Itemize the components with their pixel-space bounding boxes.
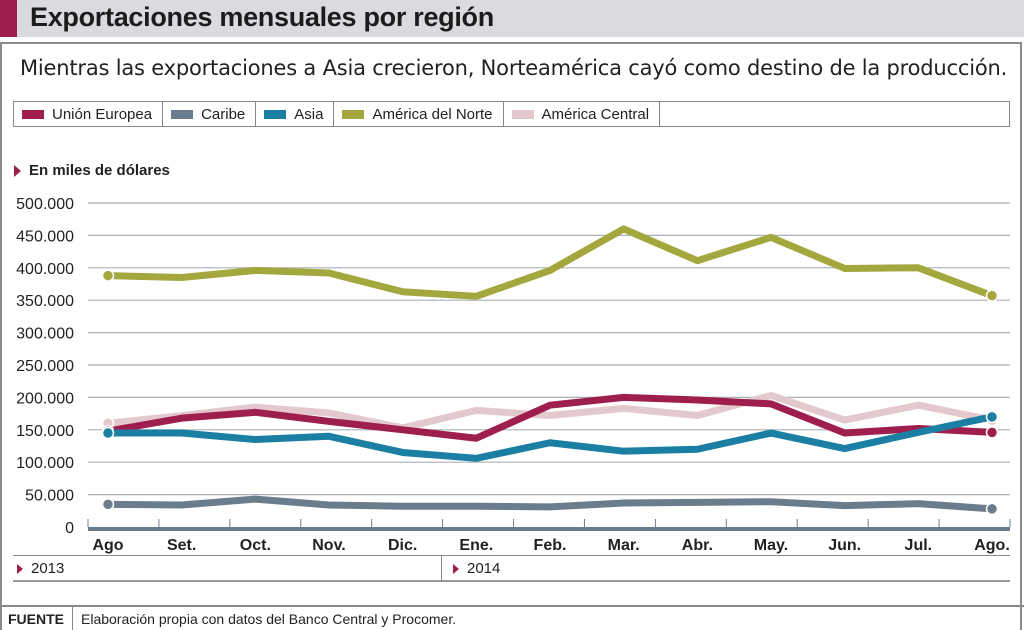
legend-item-america-norte: América del Norte: [334, 102, 504, 126]
source-text: Elaboración propia con datos del Banco C…: [81, 610, 457, 627]
y-tick-label: 400.000: [16, 261, 74, 278]
legend-label: Unión Europea: [52, 105, 153, 123]
legend-label: Caribe: [201, 105, 246, 123]
legend-item-america-central: América Central: [504, 102, 661, 126]
y-tick-label: 350.000: [16, 293, 74, 310]
endpoint-marker-america-del-norte: [101, 269, 115, 282]
x-tick-label: Jul.: [905, 537, 933, 554]
year-separator: [441, 556, 442, 581]
legend-swatch: [22, 109, 44, 119]
legend-label: América Central: [541, 105, 650, 123]
legend-swatch: [171, 109, 194, 119]
year-2013: 2013: [17, 560, 64, 577]
series-line-union-europea: [107, 393, 993, 442]
source-label: FUENTE: [0, 607, 73, 630]
series-line-asia: [108, 413, 993, 462]
year-label: 2013: [31, 560, 65, 577]
endpoint-marker-caribe: [101, 498, 115, 511]
unit-text: En miles de dólares: [29, 162, 170, 179]
triangle-bullet-icon: [17, 563, 23, 574]
source-footer: FUENTE Elaboración propia con datos del …: [0, 605, 1024, 630]
x-tick-label: Abr.: [682, 537, 713, 554]
y-tick-label: 100.000: [16, 455, 74, 472]
x-tick-label: Jun.: [828, 537, 861, 554]
series-line-america-central: [107, 391, 993, 432]
endpoint-marker-asia: [101, 426, 115, 440]
series-line-america-del-norte: [107, 225, 994, 300]
x-tick-label: Mar.: [608, 537, 640, 554]
legend-swatch: [264, 109, 287, 119]
series-lines: [101, 225, 999, 516]
unit-label: En miles de dólares: [14, 162, 170, 179]
y-tick-label: 250.000: [16, 358, 74, 375]
chart-frame: [0, 42, 1022, 630]
header-bar: Exportaciones mensuales por región: [0, 0, 1024, 37]
x-tick-label: Oct.: [240, 537, 271, 554]
y-tick-label: 450.000: [16, 228, 74, 245]
x-tick-label: Nov.: [312, 537, 345, 554]
triangle-bullet-icon: [453, 563, 459, 574]
chart-subtitle: Mientras las exportaciones a Asia crecie…: [20, 56, 1008, 80]
y-tick-label: 50.000: [25, 488, 74, 505]
year-label: 2014: [467, 560, 501, 577]
legend-item-union-europea: Unión Europea: [14, 102, 164, 126]
legend-label: América del Norte: [372, 105, 493, 123]
y-tick-label: 500.000: [16, 196, 74, 213]
x-axis: Ago Set. Oct. Nov. Dic. Ene. Feb. Mar. Abr. May. J…: [87, 519, 1011, 554]
x-tick-label: Ago: [92, 537, 123, 554]
year-2014: 2014: [453, 560, 500, 577]
x-tick-label: Ene.: [459, 537, 493, 554]
line-chart: 0 50.000 100.000 150.000 200.000 250.000 300.0…: [16, 196, 1011, 554]
header-accent: [0, 0, 17, 37]
x-tick-label: May.: [754, 537, 788, 554]
y-tick-label: 150.000: [16, 423, 74, 440]
legend-label: Asia: [294, 105, 324, 123]
chart-title: Exportaciones mensuales por región: [30, 2, 494, 32]
y-axis-ticks: 0 50.000 100.000 150.000 200.000 250.000 300.0…: [16, 196, 74, 537]
x-tick-label: Dic.: [388, 537, 417, 554]
y-tick-label: 200.000: [16, 390, 74, 407]
endpoint-marker-caribe: [985, 502, 999, 516]
series-line-caribe: [107, 495, 993, 513]
y-tick-label: 300.000: [16, 326, 74, 343]
legend: Unión Europea Caribe Asia América del No…: [13, 101, 1010, 127]
year-bar: 2013 2014: [13, 555, 1010, 582]
gridlines: [88, 202, 1010, 496]
triangle-bullet-icon: [14, 164, 21, 177]
x-tick-label: Ago.: [974, 537, 1010, 554]
x-tick-label: Set.: [167, 537, 196, 554]
legend-item-caribe: Caribe: [163, 102, 257, 126]
legend-item-asia: Asia: [256, 102, 335, 126]
legend-swatch: [342, 109, 365, 119]
endpoint-marker-asia: [985, 410, 999, 424]
x-tick-label: Feb.: [534, 537, 567, 554]
endpoint-marker-america-del-norte: [985, 289, 999, 302]
endpoint-marker-union-europea: [985, 426, 999, 439]
y-tick-label: 0: [65, 520, 74, 537]
legend-swatch: [511, 109, 534, 119]
